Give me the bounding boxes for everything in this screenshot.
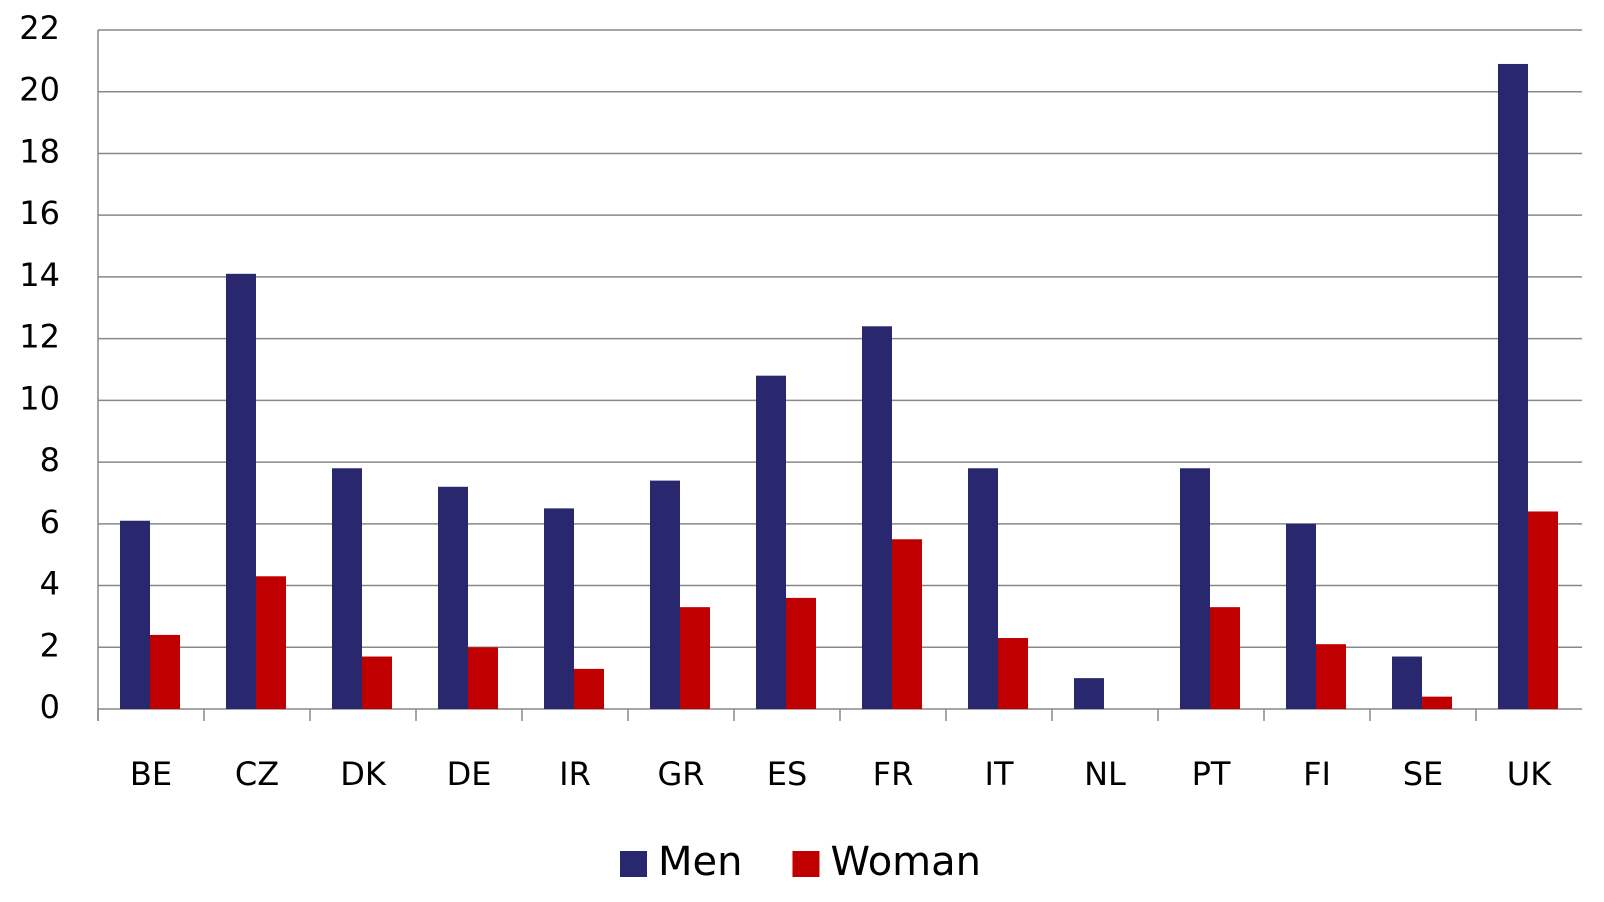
- x-tick-label: GR: [657, 755, 704, 793]
- bar: [544, 508, 574, 709]
- bar: [1074, 678, 1104, 709]
- bar: [1286, 523, 1316, 709]
- x-tick-label: BE: [130, 755, 172, 793]
- x-tick-label: SE: [1403, 755, 1444, 793]
- bar: [574, 668, 604, 709]
- x-tick-label: UK: [1507, 755, 1552, 793]
- x-tick-label: DE: [447, 755, 492, 793]
- bar: [1422, 696, 1452, 709]
- bar: [756, 375, 786, 709]
- x-tick-label: IT: [985, 755, 1014, 793]
- y-tick-label: 20: [19, 71, 60, 109]
- x-tick-label: FI: [1303, 755, 1331, 793]
- x-tick-label: DK: [340, 755, 387, 793]
- x-tick-label: IR: [559, 755, 591, 793]
- y-tick-label: 8: [40, 441, 60, 479]
- bar: [362, 656, 392, 709]
- x-tick-label: CZ: [235, 755, 279, 793]
- y-tick-label: 12: [19, 318, 60, 356]
- y-tick-label: 2: [40, 626, 60, 664]
- legend-swatch: [620, 851, 647, 877]
- bar: [1210, 607, 1240, 709]
- bar: [1528, 511, 1558, 709]
- bar: [862, 326, 892, 709]
- bar: [998, 638, 1028, 709]
- y-tick-label: 10: [19, 379, 60, 417]
- bar: [968, 468, 998, 709]
- legend-swatch: [792, 851, 820, 877]
- y-tick-label: 0: [40, 688, 60, 726]
- bar: [1180, 468, 1210, 709]
- y-tick-label: 4: [40, 565, 60, 603]
- x-tick-label: FR: [873, 755, 914, 793]
- legend-label: Woman: [830, 839, 981, 885]
- y-tick-label: 18: [19, 132, 60, 170]
- bar: [1392, 656, 1422, 709]
- bar: [226, 273, 256, 709]
- bar: [120, 520, 150, 709]
- bar: [1498, 63, 1528, 709]
- y-tick-label: 14: [19, 256, 60, 294]
- legend-label: Men: [658, 839, 742, 885]
- bar: [438, 486, 468, 709]
- bar: [468, 647, 498, 709]
- bar: [332, 468, 362, 709]
- x-tick-label: ES: [767, 755, 808, 793]
- y-tick-label: 6: [40, 503, 60, 541]
- y-tick-label: 16: [19, 194, 60, 232]
- x-tick-label: NL: [1084, 755, 1126, 793]
- bar: [150, 634, 180, 709]
- bar: [892, 539, 922, 709]
- bar: [1316, 644, 1346, 709]
- bar: [680, 607, 710, 709]
- x-tick-label: PT: [1192, 755, 1231, 793]
- y-tick-label: 22: [19, 9, 60, 47]
- bar: [256, 576, 286, 709]
- bar: [786, 597, 816, 709]
- bar: [650, 480, 680, 709]
